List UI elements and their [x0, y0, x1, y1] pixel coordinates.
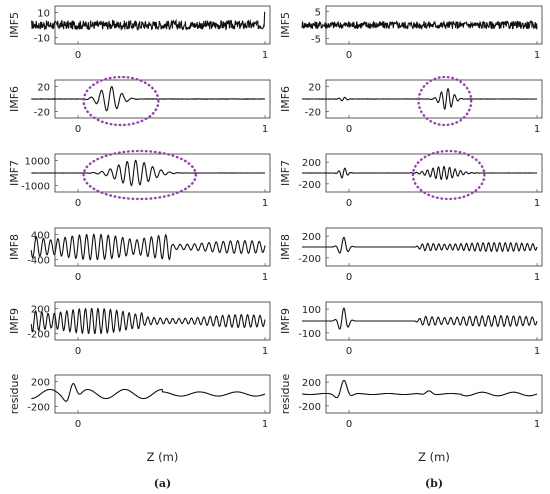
axes-box — [54, 5, 271, 45]
x-tick-label: 1 — [534, 419, 540, 430]
x-tick-label: 0 — [346, 419, 352, 430]
x-tick-label: 0 — [75, 272, 81, 283]
subplot-residue: 200 -200 residue 0 1 — [8, 373, 271, 430]
x-tick-label: 0 — [346, 124, 352, 135]
x-axis-label: Z (m) — [147, 450, 179, 464]
y-axis-label: IMF8 — [8, 234, 21, 260]
subplot-residue: 200 -200 residue 0 1 — [279, 373, 543, 430]
x-tick-label: 0 — [346, 50, 352, 61]
y-tick-label: 200 — [31, 304, 50, 315]
chart-panel-b: 5 -5 IMF5 0 1 20 -20 IMF6 0 1 200 -200 IMF7 0 1 200 -200… — [279, 5, 543, 490]
y-axis-label: IMF6 — [8, 86, 21, 112]
axes-box — [54, 374, 271, 414]
y-tick-label: -20 — [34, 108, 50, 119]
y-axis-label: IMF9 — [279, 308, 292, 334]
y-axis-label: IMF5 — [8, 12, 21, 38]
y-tick-label: -200 — [298, 180, 321, 191]
signal-line — [302, 307, 538, 330]
y-tick-label: -200 — [27, 403, 50, 414]
subplot-imf6: 20 -20 IMF6 0 1 — [279, 75, 543, 135]
y-tick-label: 200 — [302, 158, 321, 169]
signal-line — [30, 11, 266, 32]
y-tick-label: -200 — [298, 402, 321, 413]
highlight-ellipse — [82, 75, 160, 127]
x-tick-label: 1 — [262, 198, 268, 209]
signal-line — [31, 383, 266, 402]
x-tick-label: 1 — [262, 346, 268, 357]
y-tick-label: -200 — [27, 330, 50, 341]
x-tick-label: 1 — [534, 272, 540, 283]
signal-line — [302, 165, 537, 181]
y-tick-label: 200 — [31, 377, 50, 388]
y-axis-label: residue — [8, 373, 21, 414]
y-tick-label: 10 — [37, 8, 50, 19]
subplot-imf7: 200 -200 IMF7 0 1 — [279, 149, 543, 209]
x-tick-label: 1 — [262, 272, 268, 283]
subplot-imf9: 200 -200 IMF9 0 1 — [8, 301, 271, 357]
signal-line — [31, 159, 265, 187]
y-axis-label: IMF7 — [279, 160, 292, 186]
y-tick-label: -10 — [34, 34, 50, 45]
x-tick-label: 1 — [534, 124, 540, 135]
x-tick-label: 0 — [75, 346, 81, 357]
y-tick-label: -400 — [27, 256, 50, 267]
subplot-imf9: 100 -100 IMF9 0 1 — [279, 301, 543, 357]
y-axis-label: IMF8 — [279, 234, 292, 260]
y-tick-label: -5 — [311, 35, 321, 46]
signal-line — [302, 379, 538, 399]
y-tick-label: -1000 — [21, 182, 50, 193]
y-axis-label: IMF6 — [279, 86, 292, 112]
subplot-imf6: 20 -20 IMF6 0 1 — [8, 75, 271, 135]
signal-line — [302, 236, 538, 254]
x-tick-label: 1 — [534, 198, 540, 209]
y-tick-label: -20 — [305, 108, 321, 119]
y-tick-label: 100 — [302, 305, 321, 316]
x-axis-label: Z (m) — [418, 450, 450, 464]
subplot-imf5: 5 -5 IMF5 0 1 — [279, 5, 543, 61]
x-tick-label: 1 — [262, 50, 268, 61]
y-tick-label: 20 — [308, 82, 321, 93]
highlight-ellipse — [82, 149, 198, 201]
x-tick-label: 0 — [75, 198, 81, 209]
signal-line — [301, 19, 538, 31]
x-tick-label: 1 — [534, 346, 540, 357]
panel-label: (a) — [154, 477, 172, 490]
y-axis-label: IMF7 — [8, 160, 21, 186]
x-tick-label: 1 — [262, 419, 268, 430]
x-tick-label: 0 — [346, 198, 352, 209]
highlight-ellipse — [411, 149, 486, 201]
signal-line — [30, 307, 266, 335]
x-tick-label: 0 — [346, 346, 352, 357]
y-tick-label: 400 — [31, 230, 50, 241]
y-tick-label: -200 — [298, 254, 321, 265]
subplot-imf8: 400 -400 IMF8 0 1 — [8, 227, 271, 283]
x-tick-label: 0 — [75, 419, 81, 430]
axes-box — [54, 227, 271, 267]
y-tick-label: 200 — [302, 232, 321, 243]
signal-line — [31, 85, 266, 112]
y-axis-label: IMF5 — [279, 12, 292, 38]
y-axis-label: residue — [279, 373, 292, 414]
y-axis-label: IMF9 — [8, 308, 21, 334]
y-tick-label: 200 — [302, 378, 321, 389]
x-tick-label: 0 — [75, 50, 81, 61]
axes-box — [54, 301, 271, 341]
signal-line — [30, 233, 266, 261]
y-tick-label: 1000 — [25, 156, 50, 167]
x-tick-label: 1 — [262, 124, 268, 135]
highlight-ellipse — [417, 75, 473, 127]
y-tick-label: 20 — [37, 82, 50, 93]
x-tick-label: 0 — [75, 124, 81, 135]
x-tick-label: 0 — [346, 272, 352, 283]
x-tick-label: 1 — [534, 50, 540, 61]
y-tick-label: 5 — [315, 7, 321, 18]
panel-label: (b) — [425, 477, 443, 490]
y-tick-label: -100 — [298, 329, 321, 340]
subplot-imf5: 10 -10 IMF5 0 1 — [8, 5, 271, 61]
subplot-imf8: 200 -200 IMF8 0 1 — [279, 227, 543, 283]
